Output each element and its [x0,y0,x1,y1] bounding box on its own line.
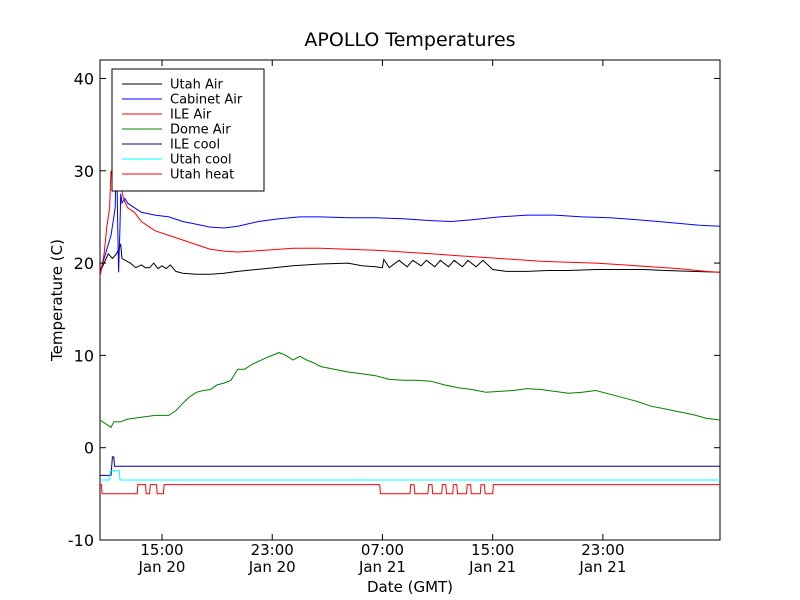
x-tick-label-time: 15:00 [471,541,514,559]
x-axis-label: Date (GMT) [367,578,453,596]
legend-label: Dome Air [170,123,231,138]
y-tick-label: 30 [74,162,94,181]
x-tick-label-time: 07:00 [361,541,404,559]
x-tick-label-date: Jan 20 [138,558,186,576]
x-tick-label-date: Jan 21 [578,558,626,576]
series-layer [99,147,721,495]
legend-label: Utah cool [170,153,232,168]
y-tick-label: 40 [74,69,94,88]
x-tick-label-time: 15:00 [140,541,183,559]
legend-box [111,68,265,192]
x-tick-label-date: Jan 21 [468,558,516,576]
x-tick-label-time: 23:00 [251,541,294,559]
series-line-6 [100,484,720,495]
x-tick-label-date: Jan 21 [358,558,406,576]
series-line-0 [99,242,721,275]
y-tick-label: -10 [68,531,94,550]
y-tick-label: 20 [74,254,94,273]
series-line-3 [99,352,721,429]
y-tick-label: 10 [74,346,94,365]
y-axis-label: Temperature (C) [48,239,66,362]
series-line-4 [100,456,720,476]
x-tick-label-date: Jan 20 [248,558,296,576]
series-line-1 [99,147,721,273]
legend-label: Utah Air [170,78,223,93]
x-tick-label-time: 23:00 [581,541,624,559]
series-line-5 [100,470,720,481]
legend-label: ILE Air [170,108,212,123]
y-tick-label: 0 [84,439,94,458]
chart-title: APOLLO Temperatures [304,29,515,51]
legend-label: Utah heat [170,168,234,183]
legend-label: Cabinet Air [170,93,243,108]
legend-label: ILE cool [170,138,220,153]
